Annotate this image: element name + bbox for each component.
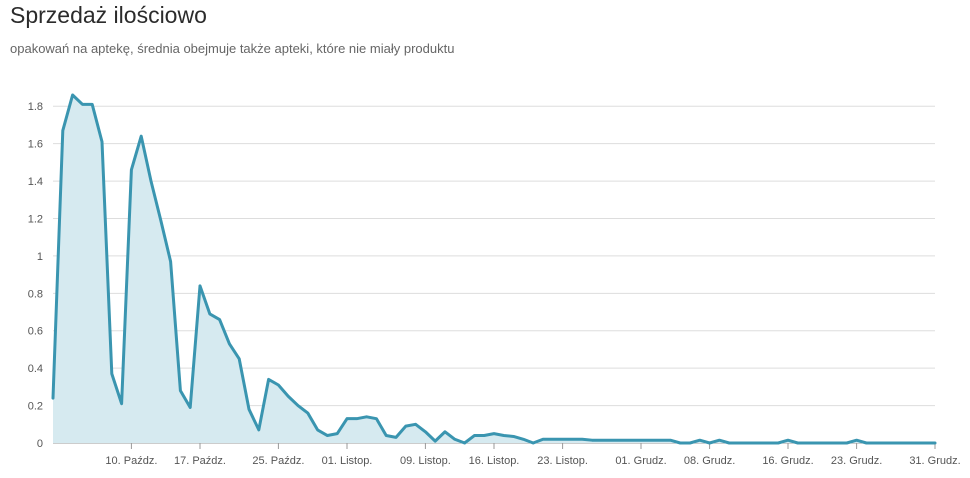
x-tick-label: 23. Grudz. bbox=[831, 455, 882, 467]
y-tick-label: 1.4 bbox=[28, 176, 43, 188]
y-tick-label: 1.6 bbox=[28, 139, 43, 151]
y-tick-label: 1.2 bbox=[28, 213, 43, 225]
y-tick-label: 0.2 bbox=[28, 401, 43, 413]
y-tick-label: 0 bbox=[37, 438, 43, 450]
x-tick-label: 16. Grudz. bbox=[762, 455, 813, 467]
x-tick-label: 08. Grudz. bbox=[684, 455, 735, 467]
x-tick-label: 17. Paźdz. bbox=[174, 455, 226, 467]
y-tick-label: 0.8 bbox=[28, 288, 43, 300]
series-line bbox=[51, 93, 937, 445]
chart-subtitle: opakowań na aptekę, średnia obejmuje tak… bbox=[10, 41, 455, 56]
x-axis: 10. Paźdz. 17. Paźdz. 25. Paźdz. 01. Listop… bbox=[53, 442, 961, 467]
x-tick-label: 01. Listop. bbox=[322, 455, 373, 467]
x-tick-label: 10. Paźdz. bbox=[105, 455, 157, 467]
x-tick-label: 23. Listop. bbox=[537, 455, 588, 467]
y-tick-label: 0.6 bbox=[28, 326, 43, 338]
y-axis: 0 0.2 0.4 0.6 0.8 1 1.2 1.4 1.6 1.8 bbox=[28, 101, 43, 450]
x-tick-label: 25. Paźdz. bbox=[252, 455, 304, 467]
series-area bbox=[53, 95, 935, 443]
y-tick-label: 1.8 bbox=[28, 101, 43, 113]
y-tick-label: 1 bbox=[37, 251, 43, 263]
y-tick-label: 0.4 bbox=[28, 363, 43, 375]
x-tick-label: 09. Listop. bbox=[400, 455, 451, 467]
x-tick-label: 31. Grudz. bbox=[909, 455, 960, 467]
x-tick-label: 16. Listop. bbox=[469, 455, 520, 467]
series-layer bbox=[51, 93, 937, 445]
chart-title: Sprzedaż ilościowo bbox=[10, 2, 207, 28]
x-tick-label: 01. Grudz. bbox=[615, 455, 666, 467]
grid-lines bbox=[53, 105, 935, 407]
